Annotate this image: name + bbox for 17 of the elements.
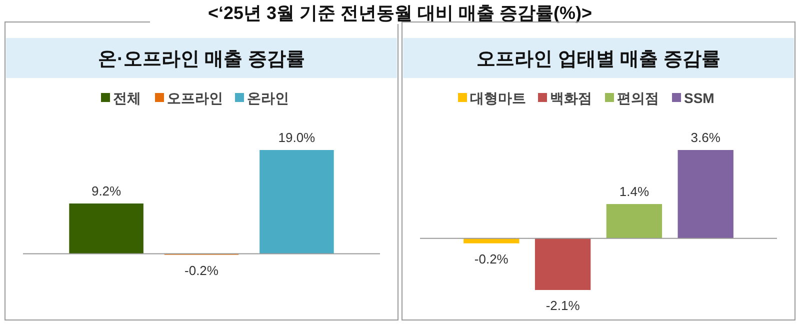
chart-title: 온·오프라인 매출 증감률 <box>98 49 305 70</box>
data-label: 9.2% <box>91 183 122 198</box>
data-label: -2.1% <box>546 298 580 313</box>
data-label: -0.2% <box>474 251 509 266</box>
legend-label: 백화점 <box>550 90 592 106</box>
legend-label: 전체 <box>113 90 141 106</box>
legend-label: 편의점 <box>617 90 659 106</box>
legend-label: SSM <box>684 90 714 106</box>
legend-label: 온라인 <box>247 90 289 106</box>
legend-label: 대형마트 <box>470 90 526 106</box>
legend-label: 오프라인 <box>167 90 223 106</box>
data-label: 19.0% <box>278 130 316 145</box>
chart-title: 오프라인 업태별 매출 증감률 <box>476 49 720 70</box>
data-label: -0.2% <box>184 262 219 278</box>
data-label: 1.4% <box>619 184 650 200</box>
text: <‘25년 3월 기준 전년동월 대비 매출 증감률(%)> <box>208 3 592 23</box>
data-label: 3.6% <box>690 130 721 145</box>
